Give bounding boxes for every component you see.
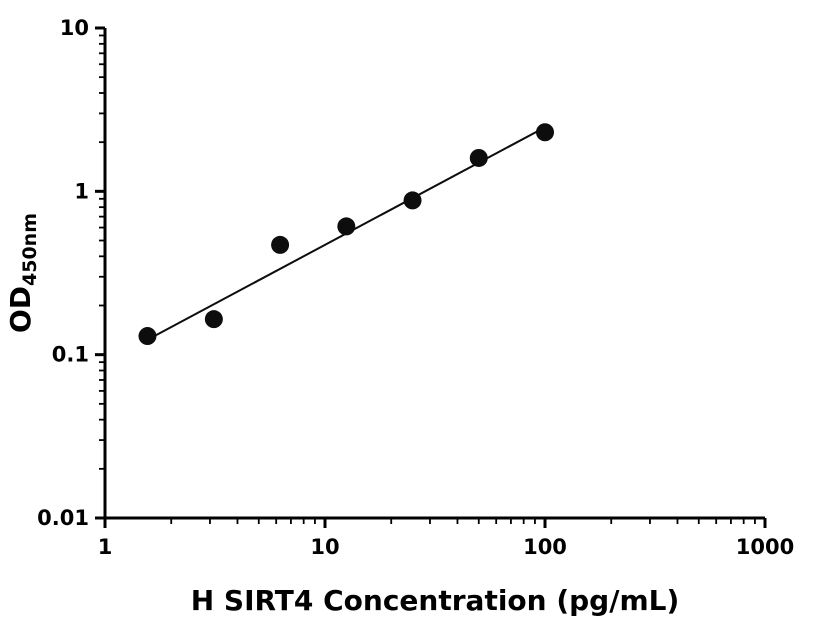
x-tick-label: 1000 [736, 535, 794, 559]
y-tick-label: 0.01 [37, 506, 89, 530]
y-tick-label: 10 [60, 16, 89, 40]
x-axis-tick-labels: 1 10 100 1000 [98, 535, 795, 559]
y-tick-label: 1 [74, 179, 89, 203]
x-tick-label: 100 [523, 535, 567, 559]
y-axis-title-subscript: 450nm [19, 213, 41, 286]
y-tick-label: 0.1 [52, 343, 89, 367]
data-point [138, 327, 157, 346]
data-points-group [138, 123, 554, 346]
data-point [469, 148, 488, 167]
data-point [337, 217, 356, 236]
x-tick-label: 10 [310, 535, 339, 559]
axes-group [103, 28, 765, 520]
y-axis-tick-labels: 0.01 0.1 1 10 [37, 16, 89, 530]
data-point [271, 235, 290, 254]
axis-spines [103, 28, 765, 520]
data-point [204, 310, 223, 329]
x-axis-ticks [103, 518, 767, 528]
y-axis-ticks [95, 26, 105, 520]
x-tick-label: 1 [98, 535, 113, 559]
data-point [403, 191, 422, 210]
y-axis-title-main: OD [4, 286, 37, 333]
data-point [536, 123, 554, 142]
y-axis-title: OD450nm [4, 213, 41, 333]
x-axis-title: H SIRT4 Concentration (pg/mL) [191, 584, 680, 617]
